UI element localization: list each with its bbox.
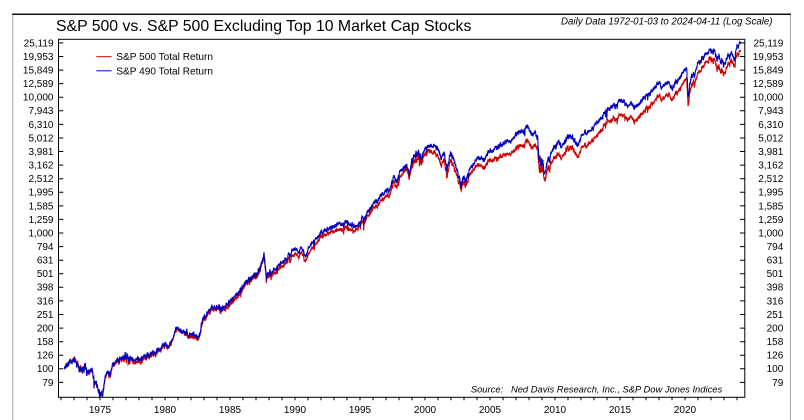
- svg-text:6,310: 6,310: [28, 120, 53, 131]
- svg-text:19,953: 19,953: [753, 52, 784, 63]
- svg-text:10,000: 10,000: [23, 93, 54, 104]
- svg-text:126: 126: [767, 351, 784, 362]
- svg-text:631: 631: [37, 256, 54, 267]
- svg-text:7,943: 7,943: [758, 106, 783, 117]
- svg-text:1995: 1995: [349, 405, 372, 416]
- svg-text:2015: 2015: [609, 405, 632, 416]
- svg-text:794: 794: [37, 242, 54, 253]
- svg-text:25,119: 25,119: [24, 38, 54, 49]
- svg-text:501: 501: [37, 269, 54, 280]
- svg-text:158: 158: [767, 337, 784, 348]
- svg-text:398: 398: [37, 283, 54, 294]
- svg-text:200: 200: [767, 324, 784, 335]
- svg-text:100: 100: [767, 364, 784, 375]
- svg-text:2000: 2000: [414, 405, 437, 416]
- svg-text:79: 79: [42, 378, 54, 389]
- svg-text:19,953: 19,953: [23, 52, 54, 63]
- svg-text:251: 251: [767, 310, 784, 321]
- svg-text:Source: Ned Davis Research,: Source: Ned Davis Research, Inc., S&P Do…: [471, 383, 723, 394]
- svg-text:1,259: 1,259: [28, 215, 53, 226]
- svg-text:1,000: 1,000: [758, 228, 783, 239]
- svg-text:2005: 2005: [479, 405, 502, 416]
- svg-text:126: 126: [37, 351, 54, 362]
- svg-text:12,589: 12,589: [753, 79, 784, 90]
- svg-text:25,119: 25,119: [753, 38, 783, 49]
- svg-text:S&P 500 Total Return: S&P 500 Total Return: [116, 52, 213, 63]
- svg-text:501: 501: [767, 269, 784, 280]
- svg-text:1,259: 1,259: [758, 215, 783, 226]
- svg-text:1975: 1975: [89, 405, 112, 416]
- svg-text:2010: 2010: [544, 405, 567, 416]
- svg-text:3,162: 3,162: [28, 161, 53, 172]
- svg-text:1990: 1990: [284, 405, 307, 416]
- svg-text:631: 631: [767, 256, 784, 267]
- svg-text:15,849: 15,849: [23, 66, 54, 77]
- svg-text:794: 794: [767, 242, 784, 253]
- svg-text:158: 158: [37, 337, 54, 348]
- svg-text:2,512: 2,512: [758, 174, 783, 185]
- svg-text:6,310: 6,310: [758, 120, 783, 131]
- svg-text:15,849: 15,849: [753, 66, 784, 77]
- svg-text:5,012: 5,012: [758, 133, 783, 144]
- svg-text:5,012: 5,012: [28, 133, 53, 144]
- svg-text:1,585: 1,585: [28, 201, 53, 212]
- svg-text:316: 316: [37, 296, 54, 307]
- svg-text:316: 316: [767, 296, 784, 307]
- svg-text:10,000: 10,000: [753, 93, 784, 104]
- svg-text:1985: 1985: [219, 405, 242, 416]
- svg-text:1,995: 1,995: [758, 188, 783, 199]
- svg-text:2020: 2020: [674, 405, 697, 416]
- svg-text:1,585: 1,585: [758, 201, 783, 212]
- svg-text:3,981: 3,981: [758, 147, 783, 158]
- svg-text:1,995: 1,995: [28, 188, 53, 199]
- svg-text:3,162: 3,162: [758, 161, 783, 172]
- svg-text:7,943: 7,943: [28, 106, 53, 117]
- svg-text:200: 200: [37, 324, 54, 335]
- svg-text:79: 79: [772, 378, 784, 389]
- svg-text:S&P 500 vs. S&P 500 Excluding: S&P 500 vs. S&P 500 Excluding Top 10 Mar…: [56, 18, 471, 35]
- svg-text:251: 251: [37, 310, 54, 321]
- svg-text:3,981: 3,981: [28, 147, 53, 158]
- svg-text:1980: 1980: [154, 405, 177, 416]
- svg-text:1,000: 1,000: [28, 228, 53, 239]
- svg-text:2,512: 2,512: [28, 174, 53, 185]
- svg-text:Daily Data 1972-01-03 to 2024-: Daily Data 1972-01-03 to 2024-04-11 (Log…: [561, 16, 772, 27]
- svg-text:S&P 490 Total Return: S&P 490 Total Return: [116, 66, 213, 77]
- svg-text:12,589: 12,589: [23, 79, 54, 90]
- svg-text:398: 398: [767, 283, 784, 294]
- svg-text:100: 100: [37, 364, 54, 375]
